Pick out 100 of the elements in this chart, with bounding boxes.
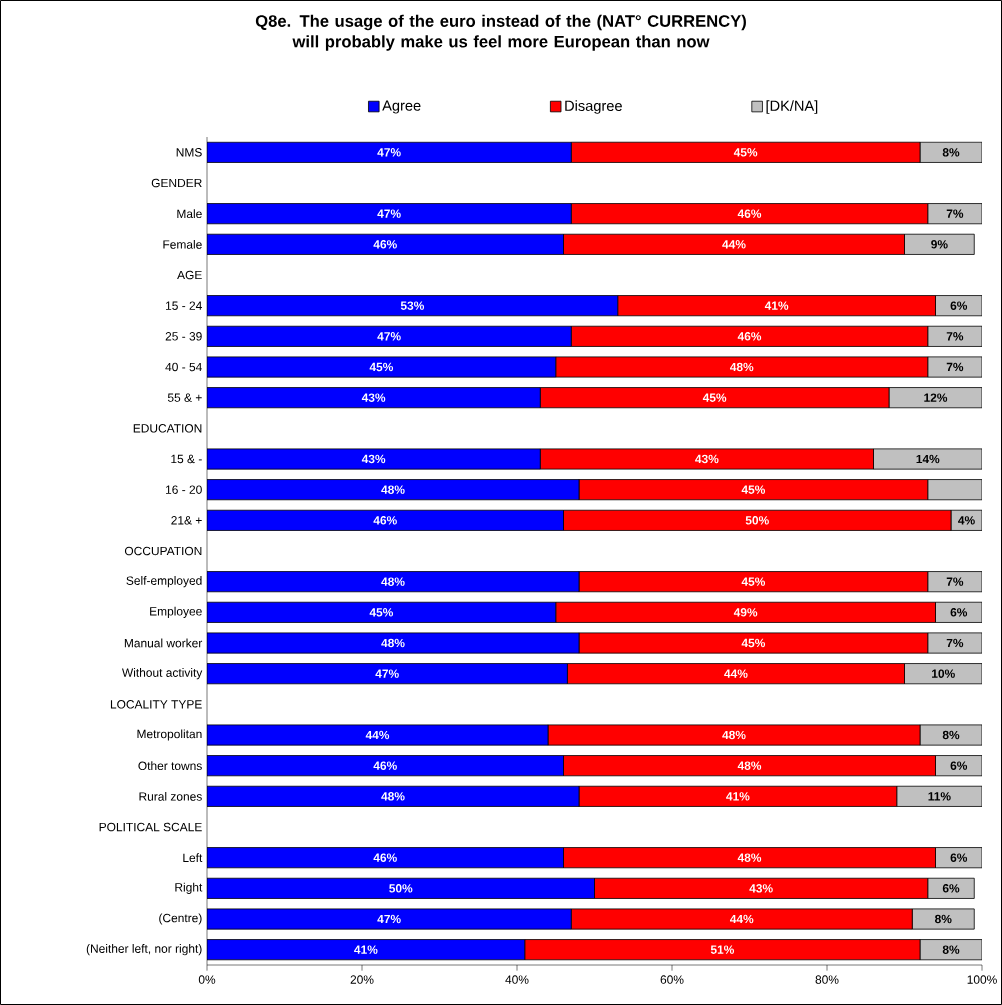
data-label: 46% [373, 853, 397, 862]
bar [207, 755, 564, 777]
data-label: 12% [924, 393, 948, 402]
data-label: 47% [377, 209, 401, 218]
data-label: 45% [702, 393, 727, 402]
data-label: 48% [381, 485, 405, 494]
data-label: 41% [726, 792, 750, 801]
legend-label: [DK/NA] [766, 100, 818, 114]
y-tick-label: NMS [176, 148, 202, 157]
data-label: 41% [354, 945, 378, 954]
data-label: 51% [710, 945, 735, 954]
bar [207, 509, 564, 531]
data-label: 46% [373, 761, 397, 770]
y-tick-label: (Centre) [159, 913, 202, 925]
legend-label: Disagree [565, 100, 622, 114]
data-label: 46% [373, 240, 397, 249]
y-tick-label: 21& + [171, 516, 202, 525]
data-label: 6% [950, 608, 968, 617]
bar [207, 785, 580, 807]
data-label: 11% [928, 792, 951, 801]
data-label: 7% [946, 577, 964, 586]
data-label: 47% [377, 914, 401, 924]
data-label: 43% [749, 884, 773, 893]
bar [207, 233, 564, 255]
data-label: 4% [958, 516, 975, 525]
y-tick-label: (Neither left, nor right) [86, 944, 202, 956]
data-label: 48% [381, 638, 405, 648]
bar [207, 663, 568, 685]
y-tick-label: 15 & - [171, 454, 202, 464]
x-tick-label: 0% [198, 975, 216, 984]
y-tick-label: GENDER [151, 178, 202, 188]
y-tick-label: Rural zones [139, 791, 202, 801]
y-tick-label: Right [175, 882, 203, 894]
bar [207, 939, 526, 961]
data-label: 53% [400, 301, 425, 310]
data-label: 6% [950, 853, 968, 862]
y-tick-label: Other towns [138, 761, 202, 771]
data-label: 48% [381, 792, 405, 801]
data-label: 48% [381, 577, 405, 586]
bar [207, 387, 541, 409]
bar [207, 141, 572, 163]
data-label: 43% [695, 454, 719, 464]
x-tick-label: 80% [815, 975, 839, 984]
data-label: 7% [946, 209, 964, 218]
y-tick-label: 25 - 39 [165, 332, 202, 341]
data-label: 8% [942, 730, 960, 740]
data-label: 14% [916, 454, 940, 464]
data-label: 50% [745, 516, 769, 525]
data-label: 8% [942, 945, 960, 954]
bar [207, 203, 572, 225]
data-label: 49% [733, 608, 758, 617]
y-tick-label: Employee [150, 606, 202, 618]
data-label: 44% [365, 730, 390, 740]
data-label: 45% [733, 148, 758, 157]
data-label: 46% [737, 332, 762, 341]
x-tick-label: 100% [967, 975, 997, 984]
y-tick-label: Metropolitan [137, 729, 202, 741]
data-label: 48% [737, 761, 762, 770]
bar [207, 877, 595, 899]
data-label: 44% [722, 240, 746, 249]
data-label: 43% [361, 393, 386, 402]
chart-title: Q8e. The usage of the euro instead of the (NAT° CURRENCY) will probably make us feel more European than now [255, 14, 746, 51]
data-label: 7% [946, 638, 964, 648]
data-label: 45% [369, 362, 394, 372]
data-label: 44% [729, 914, 754, 924]
data-label: 47% [375, 669, 399, 678]
data-label: 10% [932, 669, 955, 678]
bar [207, 571, 580, 593]
y-tick-label: Female [163, 239, 202, 249]
y-tick-label: Left [183, 853, 203, 863]
y-tick-label: 16 - 20 [166, 485, 202, 494]
y-tick-label: 40 - 54 [165, 362, 202, 372]
y-tick-label: 15 - 24 [166, 301, 202, 310]
data-label: 45% [369, 608, 394, 617]
data-label: 48% [737, 853, 762, 862]
data-label: 50% [389, 884, 413, 893]
bar [207, 295, 619, 317]
y-tick-label: OCCUPATION [124, 546, 202, 556]
y-tick-label: Manual worker [124, 638, 203, 648]
x-tick-label: 60% [660, 975, 684, 984]
bar [927, 479, 983, 501]
y-tick-label: LOCALITY TYPE [110, 700, 202, 709]
data-label: 44% [724, 669, 748, 678]
data-label: 9% [931, 240, 948, 249]
data-label: 43% [361, 454, 386, 464]
data-label: 6% [950, 301, 968, 310]
data-label: 45% [741, 638, 766, 648]
y-tick-label: EDUCATION [133, 424, 202, 433]
x-tick-label: 40% [505, 975, 529, 984]
data-label: 45% [741, 577, 766, 586]
data-label: 7% [946, 332, 964, 341]
bar [207, 479, 580, 501]
data-label: 45% [741, 485, 766, 494]
data-label: 8% [935, 914, 952, 924]
bar [207, 325, 572, 347]
y-tick-label: Self-employed [126, 576, 202, 588]
y-tick-label: Male [177, 209, 202, 219]
bar [207, 847, 564, 869]
data-label: 6% [942, 884, 960, 893]
data-label: 46% [373, 516, 397, 525]
